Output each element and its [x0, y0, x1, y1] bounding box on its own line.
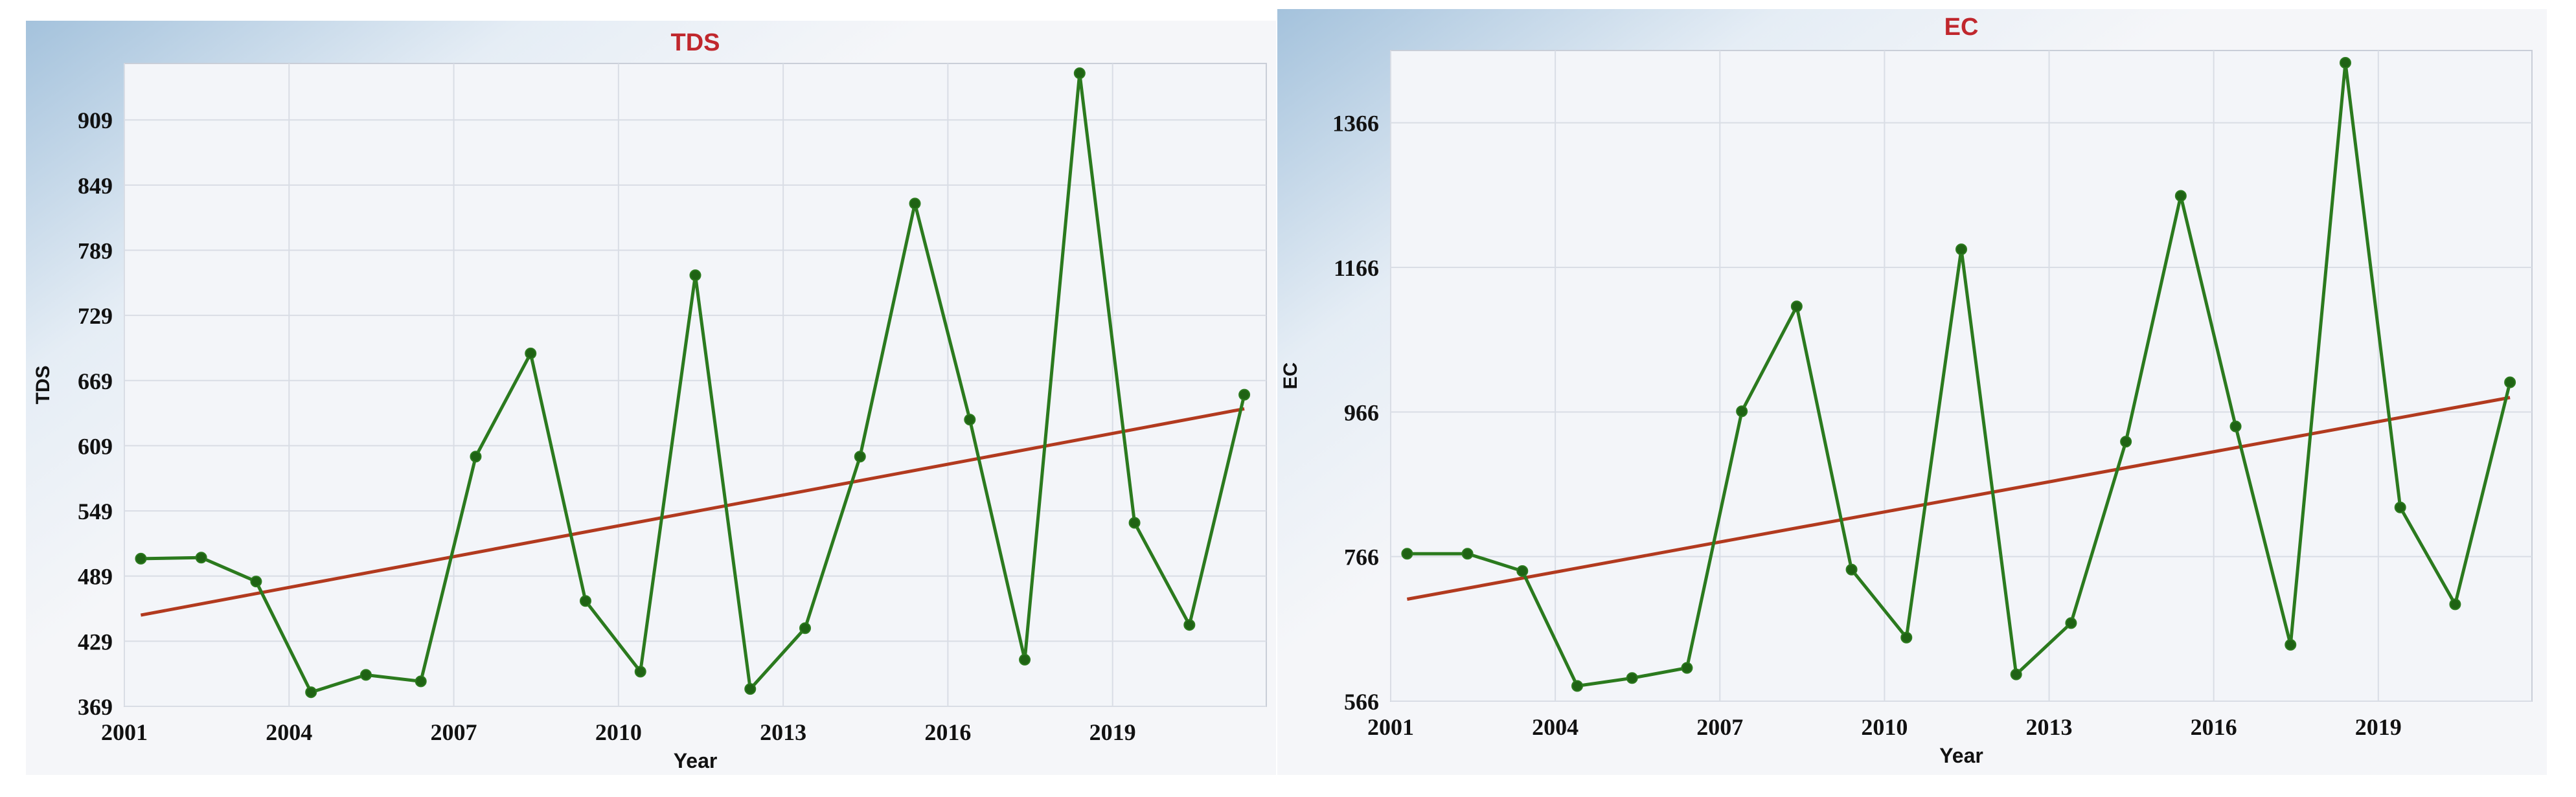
x-tick-label: 2001	[1367, 714, 1414, 740]
data-point	[1571, 680, 1584, 692]
data-point	[744, 683, 757, 695]
x-tick-label: 2016	[2191, 714, 2237, 740]
data-point	[2285, 638, 2297, 651]
data-point	[2174, 190, 2187, 202]
y-tick-label: 369	[78, 694, 113, 720]
data-point	[1681, 662, 1693, 674]
x-tick-label: 2004	[1532, 714, 1579, 740]
data-point	[1900, 631, 1913, 644]
data-point	[689, 269, 701, 282]
data-point	[1401, 548, 1413, 560]
y-tick-label: 429	[78, 629, 113, 655]
data-point	[1073, 67, 1086, 80]
trend-line	[1406, 396, 2511, 601]
plot-area	[1390, 50, 2533, 702]
data-point	[1845, 563, 1858, 576]
y-tick-label: 849	[78, 173, 113, 199]
data-point	[1019, 653, 1031, 666]
data-point	[2449, 598, 2461, 611]
x-tick-label: 2019	[2355, 714, 2402, 740]
x-tick-label: 2007	[1696, 714, 1743, 740]
x-tick-label: 2007	[431, 719, 477, 745]
x-tick-label: 2001	[101, 719, 148, 745]
x-tick-label: 2010	[595, 719, 642, 745]
data-point	[305, 686, 317, 699]
data-point	[415, 675, 427, 688]
y-tick-label: 789	[78, 238, 113, 264]
data-point	[634, 666, 646, 678]
y-tick-label: 566	[1344, 689, 1379, 715]
x-tick-label: 2013	[2026, 714, 2073, 740]
x-tick-label: 2013	[760, 719, 806, 745]
data-point	[1955, 243, 1967, 256]
chart-title: EC	[1944, 14, 1979, 41]
y-tick-label: 729	[78, 303, 113, 329]
data-point	[1790, 300, 1803, 313]
data-point	[1516, 565, 1529, 577]
data-point	[2339, 56, 2351, 69]
data-point	[854, 451, 866, 463]
data-point	[2504, 376, 2516, 388]
data-point	[195, 552, 207, 564]
data-point	[250, 576, 262, 588]
trend-line	[140, 407, 1245, 617]
data-point	[909, 197, 921, 210]
y-tick-label: 489	[78, 564, 113, 590]
data-point	[2010, 668, 2022, 680]
data-point	[579, 595, 591, 607]
data-point	[2065, 617, 2077, 629]
y-tick-label: 766	[1344, 544, 1379, 570]
data-point	[1238, 388, 1251, 401]
x-axis-title: Year	[1939, 744, 1983, 767]
data-point	[135, 552, 147, 565]
data-point	[1736, 405, 1748, 418]
x-tick-label: 2010	[1861, 714, 1908, 740]
data-point	[2120, 436, 2132, 448]
data-point	[1183, 619, 1196, 631]
plot-area	[124, 63, 1267, 707]
data-point	[1626, 672, 1638, 684]
ec-chart-panel: 566 766 966 1166 1366 2001 2004 2007 2010 2013 201…	[1277, 9, 2547, 775]
x-tick-label: 2019	[1089, 719, 1136, 745]
y-tick-label: 549	[78, 499, 113, 524]
y-tick-label: 966	[1344, 399, 1379, 425]
data-point	[2394, 501, 2406, 513]
x-tick-label: 2004	[266, 719, 312, 745]
y-tick-label: 609	[78, 433, 113, 459]
x-tick-label: 2016	[924, 719, 971, 745]
data-point	[1128, 517, 1141, 529]
data-point	[2229, 420, 2242, 432]
y-tick-label: 909	[78, 107, 113, 133]
data-point	[525, 347, 537, 359]
y-tick-label: 1166	[1334, 255, 1379, 281]
data-point	[470, 451, 482, 463]
data-point	[1461, 548, 1474, 560]
data-point	[359, 669, 372, 681]
chart-title: TDS	[671, 29, 720, 56]
tds-chart: 369 429 489 549 609 669 729 789 849 909 2001 2004 20…	[26, 21, 1276, 775]
ec-chart: 566 766 966 1166 1366 2001 2004 2007 2010 2013 201…	[1277, 9, 2547, 775]
data-point	[964, 414, 976, 426]
y-axis-title: TDS	[32, 366, 54, 405]
data-point	[799, 622, 812, 634]
x-axis-title: Year	[674, 749, 718, 772]
y-tick-label: 1366	[1332, 111, 1379, 137]
y-tick-label: 669	[78, 368, 113, 394]
tds-chart-panel: 369 429 489 549 609 669 729 789 849 909 2001 2004 20…	[26, 21, 1276, 775]
y-axis-title: EC	[1280, 363, 1301, 390]
